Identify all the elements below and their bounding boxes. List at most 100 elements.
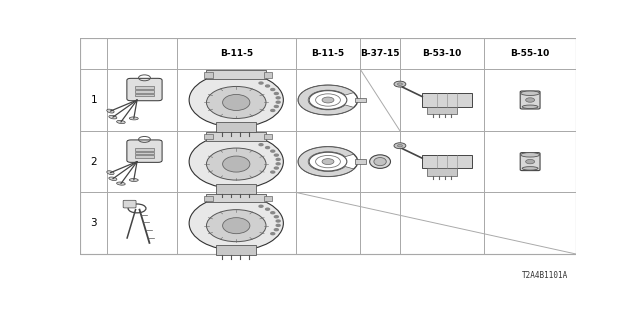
Circle shape bbox=[266, 85, 269, 87]
Bar bbox=[80, 38, 108, 69]
Ellipse shape bbox=[116, 182, 125, 185]
Bar bbox=[177, 192, 296, 254]
Bar bbox=[296, 131, 360, 192]
Circle shape bbox=[397, 83, 403, 85]
Bar bbox=[422, 93, 472, 107]
Circle shape bbox=[397, 144, 403, 147]
FancyBboxPatch shape bbox=[127, 78, 162, 101]
Circle shape bbox=[275, 92, 278, 94]
Ellipse shape bbox=[109, 177, 117, 180]
FancyBboxPatch shape bbox=[207, 70, 266, 79]
Circle shape bbox=[275, 167, 278, 169]
Bar bbox=[135, 86, 154, 89]
Ellipse shape bbox=[374, 157, 387, 166]
Ellipse shape bbox=[522, 105, 538, 108]
Bar bbox=[264, 134, 273, 140]
Ellipse shape bbox=[129, 179, 138, 181]
Bar bbox=[296, 38, 360, 69]
Circle shape bbox=[275, 216, 278, 218]
FancyBboxPatch shape bbox=[207, 132, 266, 141]
Circle shape bbox=[525, 159, 534, 164]
Text: B-11-5: B-11-5 bbox=[220, 49, 253, 58]
Bar bbox=[360, 192, 400, 254]
Ellipse shape bbox=[129, 117, 138, 120]
Ellipse shape bbox=[207, 148, 266, 180]
Bar bbox=[80, 192, 108, 254]
Wedge shape bbox=[298, 147, 354, 176]
Bar bbox=[296, 192, 360, 254]
Ellipse shape bbox=[189, 73, 284, 127]
Circle shape bbox=[394, 143, 406, 149]
Ellipse shape bbox=[223, 156, 250, 172]
Circle shape bbox=[276, 224, 280, 226]
Bar bbox=[204, 134, 213, 140]
Circle shape bbox=[275, 106, 278, 108]
Bar bbox=[135, 152, 154, 154]
Bar bbox=[108, 192, 177, 254]
FancyBboxPatch shape bbox=[428, 107, 457, 114]
FancyBboxPatch shape bbox=[216, 245, 256, 255]
Circle shape bbox=[276, 158, 280, 160]
Text: B-53-10: B-53-10 bbox=[422, 49, 461, 58]
Ellipse shape bbox=[107, 171, 114, 175]
Bar bbox=[360, 38, 400, 69]
FancyBboxPatch shape bbox=[520, 91, 540, 109]
Circle shape bbox=[271, 171, 275, 173]
Circle shape bbox=[322, 159, 334, 164]
Bar bbox=[484, 192, 576, 254]
FancyBboxPatch shape bbox=[428, 168, 457, 176]
Circle shape bbox=[266, 147, 269, 148]
Circle shape bbox=[276, 97, 280, 99]
Bar bbox=[484, 131, 576, 192]
FancyBboxPatch shape bbox=[127, 140, 162, 162]
Ellipse shape bbox=[522, 167, 538, 170]
Circle shape bbox=[266, 208, 269, 210]
Bar bbox=[400, 38, 484, 69]
Bar bbox=[108, 131, 177, 192]
FancyBboxPatch shape bbox=[207, 194, 266, 202]
Ellipse shape bbox=[521, 153, 540, 157]
Bar bbox=[135, 148, 154, 150]
Circle shape bbox=[276, 101, 280, 103]
Bar bbox=[80, 69, 108, 131]
Bar bbox=[355, 159, 366, 164]
Bar bbox=[400, 69, 484, 131]
Text: 3: 3 bbox=[90, 218, 97, 228]
Circle shape bbox=[271, 233, 275, 235]
Circle shape bbox=[394, 81, 406, 87]
Bar bbox=[422, 155, 472, 168]
Ellipse shape bbox=[189, 196, 284, 250]
Text: T2A4B1101A: T2A4B1101A bbox=[522, 271, 568, 280]
Circle shape bbox=[275, 154, 278, 156]
Text: 2: 2 bbox=[90, 156, 97, 167]
Text: B-55-10: B-55-10 bbox=[511, 49, 550, 58]
Ellipse shape bbox=[107, 109, 114, 113]
Circle shape bbox=[259, 144, 263, 146]
Bar bbox=[484, 38, 576, 69]
Ellipse shape bbox=[109, 116, 117, 119]
Ellipse shape bbox=[521, 91, 540, 95]
Circle shape bbox=[271, 109, 275, 111]
Bar bbox=[296, 69, 360, 131]
Bar bbox=[484, 69, 576, 131]
Bar bbox=[108, 38, 177, 69]
FancyBboxPatch shape bbox=[216, 122, 256, 132]
Ellipse shape bbox=[116, 120, 125, 124]
Bar bbox=[400, 192, 484, 254]
Bar bbox=[355, 98, 366, 102]
Ellipse shape bbox=[207, 210, 266, 242]
Ellipse shape bbox=[189, 134, 284, 189]
Bar bbox=[177, 131, 296, 192]
Text: B-11-5: B-11-5 bbox=[312, 49, 344, 58]
Circle shape bbox=[525, 98, 534, 102]
Bar bbox=[264, 196, 273, 201]
Bar bbox=[204, 72, 213, 78]
Bar bbox=[108, 69, 177, 131]
Text: 1: 1 bbox=[90, 95, 97, 105]
Ellipse shape bbox=[207, 86, 266, 118]
Bar bbox=[135, 156, 154, 158]
FancyBboxPatch shape bbox=[123, 200, 136, 208]
Ellipse shape bbox=[223, 94, 250, 110]
Circle shape bbox=[259, 205, 263, 207]
Bar bbox=[177, 38, 296, 69]
